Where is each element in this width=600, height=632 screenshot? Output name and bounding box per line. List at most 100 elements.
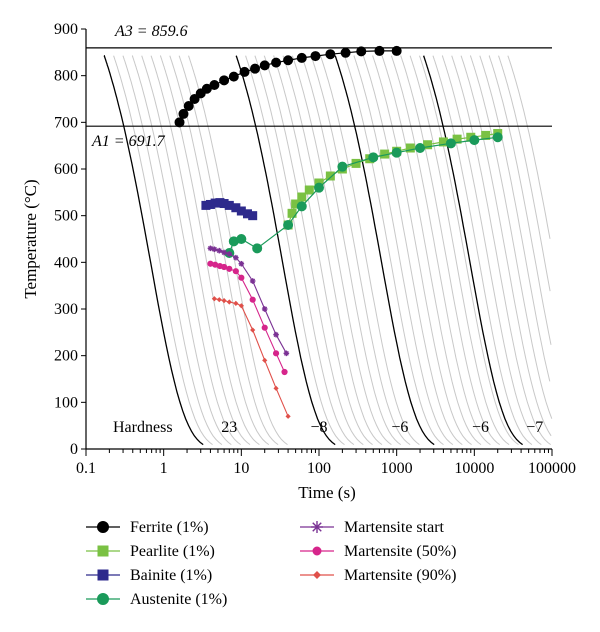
cooling-curve (169, 55, 270, 446)
data-point (239, 66, 250, 77)
data-point (481, 130, 491, 140)
data-point (178, 108, 189, 119)
data-point (273, 385, 279, 391)
data-point (248, 211, 258, 221)
legend-item: Pearlite (1%) (86, 543, 215, 560)
data-point (469, 135, 480, 146)
series-ferrite-1 (174, 45, 402, 128)
hardness-label: Hardness (113, 419, 173, 436)
data-point (259, 60, 270, 71)
legend-label: Ferrite (1%) (130, 519, 209, 536)
data-point (221, 298, 227, 304)
data-point (261, 324, 268, 331)
series-martensite-start (207, 245, 290, 357)
y-tick-label: 900 (54, 21, 78, 38)
data-point (405, 143, 415, 153)
data-point (221, 249, 227, 256)
axes-layer: 0 100 200 300 400 500 600 700 800 900 0.1 1 10 100 100… (21, 21, 576, 502)
legend-item: Martensite (90%) (300, 567, 456, 584)
y-tick-label: 800 (54, 68, 78, 85)
data-point (445, 138, 456, 149)
series-bainite-1 (201, 198, 258, 221)
cooling-curve (235, 55, 336, 446)
legend-label: Pearlite (1%) (130, 543, 215, 560)
data-point (221, 263, 228, 271)
hardness-value: −7 (526, 419, 543, 436)
series-layer (174, 45, 503, 419)
cooling-curve (291, 55, 392, 446)
cooling-curve (113, 55, 213, 446)
data-point (283, 55, 294, 66)
cooling-curve (409, 55, 510, 446)
data-point (314, 182, 324, 193)
y-axis-title: Temperature (°C) (21, 179, 40, 298)
cooling-curve (432, 55, 533, 445)
cooling-curve (353, 55, 454, 446)
x-tick-label: 1 (160, 460, 168, 477)
a3-label: A3 = 859.6 (114, 23, 188, 40)
cooling-curve (488, 55, 552, 345)
data-point (356, 46, 367, 57)
data-point (236, 234, 247, 244)
data-point (391, 147, 402, 158)
y-tick-label: 600 (54, 161, 78, 178)
asterisk-stroke (312, 522, 322, 532)
a1-label: A1 = 691.7 (91, 133, 166, 150)
cooling-curve (441, 55, 542, 446)
data-point (291, 199, 301, 209)
legend-item: Ferrite (1%) (86, 519, 209, 536)
asterisk-stroke (221, 250, 227, 256)
data-point (340, 47, 351, 58)
y-tick-label: 500 (54, 208, 78, 225)
asterisk-stroke (262, 306, 268, 312)
asterisk-stroke (216, 248, 222, 254)
data-point (325, 171, 335, 181)
data-point (189, 94, 200, 104)
y-tick-label: 400 (54, 254, 78, 271)
data-point (226, 299, 232, 305)
legend-marker (97, 593, 109, 605)
cooling-curve (282, 55, 383, 446)
data-point (183, 101, 194, 111)
cooling-curve (273, 55, 373, 446)
data-point (492, 132, 503, 143)
data-point (391, 45, 402, 56)
legend: Ferrite (1%) Pearlite (1%) Bainite (1%) Aus… (86, 519, 456, 608)
data-point (233, 300, 239, 306)
data-point (368, 152, 379, 163)
x-tick-label: 10 (233, 460, 249, 477)
data-point (325, 49, 336, 60)
series-martensite-50 (207, 260, 288, 376)
legend-label: Bainite (1%) (130, 567, 212, 584)
legend-label: Martensite (90%) (344, 567, 456, 584)
data-point (210, 198, 220, 208)
data-point (423, 140, 433, 150)
data-point (337, 161, 348, 172)
legend-item: Martensite (50%) (300, 543, 456, 560)
data-point (380, 149, 390, 159)
data-point (304, 185, 314, 195)
y-tick-label: 200 (54, 348, 78, 365)
asterisk-stroke (238, 261, 244, 267)
data-point (287, 208, 297, 218)
series-line (214, 298, 289, 417)
legend-label: Austenite (1%) (130, 591, 227, 608)
data-point (224, 200, 234, 210)
data-point (231, 203, 241, 213)
data-point (250, 63, 261, 74)
cooling-curve (381, 55, 482, 446)
cooling-curve (372, 55, 472, 446)
annotation-layer: A3 = 859.6 A1 = 691.7 Hardness 23 −8 −6 −6 −7 (91, 23, 543, 436)
cooling-curves-layer (103, 55, 553, 446)
cooling-curve (400, 55, 500, 446)
legend-marker (97, 569, 109, 581)
data-point (238, 260, 245, 267)
y-tick-label: 100 (54, 394, 78, 411)
data-point (236, 206, 246, 216)
hardness-value: −6 (472, 419, 489, 436)
data-point (238, 274, 245, 281)
data-point (219, 75, 230, 86)
hardness-value: 23 (221, 419, 237, 436)
data-point (211, 246, 218, 253)
